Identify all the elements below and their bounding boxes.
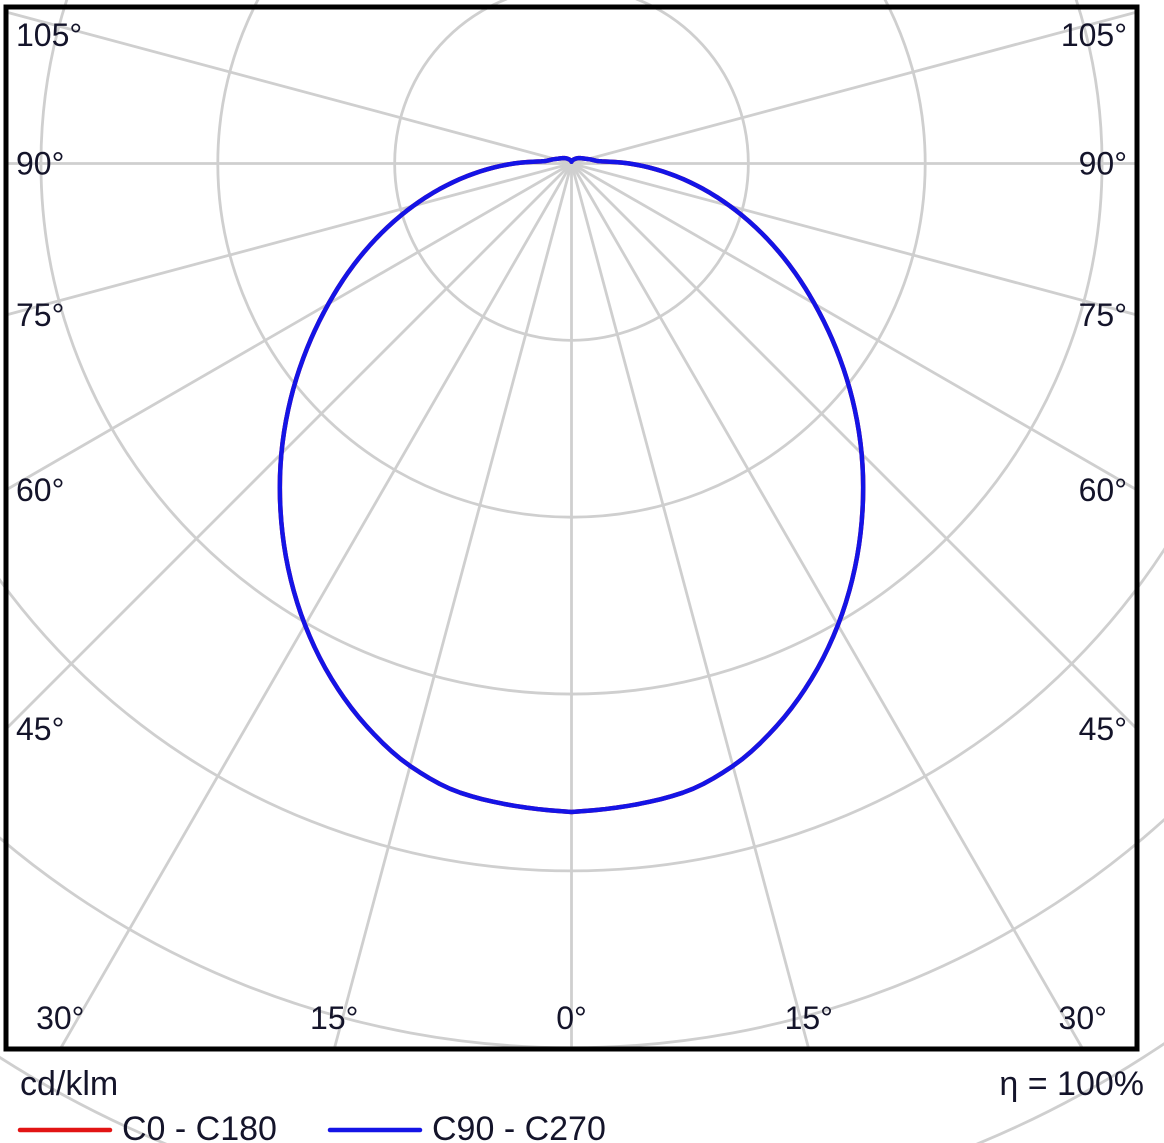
svg-text:C0 - C180: C0 - C180	[122, 1110, 277, 1143]
svg-text:15°: 15°	[310, 1000, 358, 1036]
svg-text:90°: 90°	[16, 146, 64, 182]
svg-text:75°: 75°	[16, 297, 64, 333]
svg-text:45°: 45°	[16, 711, 64, 747]
svg-text:105°: 105°	[1061, 17, 1127, 53]
svg-text:cd/klm: cd/klm	[20, 1065, 118, 1103]
svg-text:45°: 45°	[1079, 711, 1127, 747]
svg-text:90°: 90°	[1079, 146, 1127, 182]
svg-text:30°: 30°	[1059, 1000, 1107, 1036]
svg-text:60°: 60°	[1079, 472, 1127, 508]
svg-text:30°: 30°	[36, 1000, 84, 1036]
svg-text:C90 - C270: C90 - C270	[432, 1110, 606, 1143]
svg-text:105°: 105°	[16, 17, 82, 53]
svg-text:15°: 15°	[785, 1000, 833, 1036]
svg-text:60°: 60°	[16, 472, 64, 508]
svg-text:0°: 0°	[556, 1000, 587, 1036]
svg-text:75°: 75°	[1079, 297, 1127, 333]
svg-text:η = 100%: η = 100%	[999, 1065, 1144, 1103]
